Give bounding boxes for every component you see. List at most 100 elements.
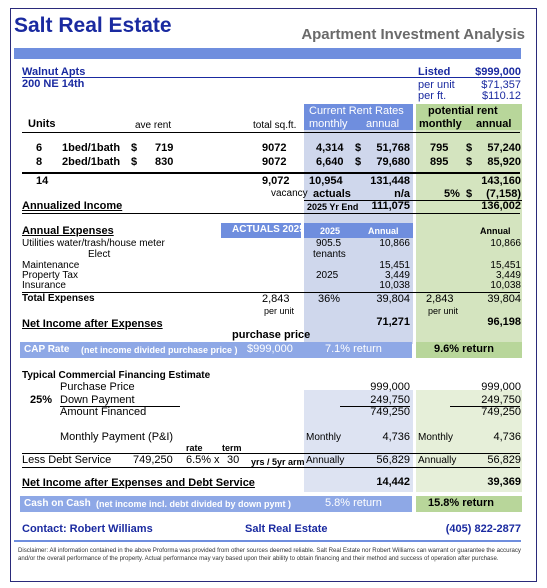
unit-ave-rent: 830 [155,156,174,168]
net-after-debt-potential: 39,369 [487,476,521,488]
debt-service-term: 30 [227,454,240,466]
total-expenses-potential: 39,804 [487,293,521,305]
monthly-column-label: Monthly [306,432,342,443]
total-expenses-per-unit: 2,843 [262,293,290,305]
expense-current: 15,451 [379,260,410,271]
vacancy-current: n/a [394,188,410,200]
unit-type: 1bed/1bath [62,142,121,154]
monthly-payment-label: Monthly Payment (P&I) [60,431,174,443]
divider [22,467,520,468]
cap-rate-band [20,342,412,358]
unit-current-monthly: 6,640 [316,156,344,168]
annually-potential-column-label: Annually [418,455,457,466]
net-income-potential: 96,198 [487,316,521,328]
expense-current: 3,449 [384,270,410,281]
monthly-payment-potential: 4,736 [493,431,521,443]
potential-per-unit-note: per unit [428,306,459,316]
monthly-payment-current: 4,736 [382,431,410,443]
down-payment-label: Down Payment [60,394,135,406]
listed-label: Listed [418,66,451,78]
expense-current: 10,038 [379,280,410,291]
total-expenses-current: 39,804 [376,293,410,305]
vacancy-pct: 5% [444,188,460,200]
purchase-price-row-label: Purchase Price [60,381,135,393]
potential-financing-column [416,390,522,492]
potential-rent-title: potential rent [428,105,498,117]
down-payment-current: 249,750 [370,394,410,406]
cap-rate-current: 7.1% return [325,343,382,355]
proforma-sheet [10,8,537,582]
property-name: Walnut Apts [22,66,86,78]
net-income-current: 71,271 [376,316,410,328]
net-income-label: Net Income after Expenses [22,318,163,330]
potential-rent-column [416,104,522,344]
unit-current-annual: 51,768 [376,142,410,154]
divider [450,406,520,407]
unit-potential-monthly: 895 [430,156,449,168]
unit-potential-annual: 57,240 [487,142,521,154]
disclaimer-line-2: and/or the overall performance of the pr… [18,555,499,562]
unit-potential-dollar: $ [466,156,473,168]
purchase-price-current: 999,000 [370,381,410,393]
listed-value: $999,000 [475,66,521,78]
divider [304,200,522,201]
expense-current-header [304,223,413,238]
cap-rate-potential: 9.6% return [434,343,494,355]
total-units: 14 [36,175,49,187]
divider [22,172,520,174]
unit-potential-annual: 85,920 [487,156,521,168]
cash-on-cash-band [20,496,412,512]
divider [340,406,410,407]
unit-current-monthly: 4,314 [316,142,344,154]
term-label: term [222,443,242,453]
per-ft-value: $110.12 [482,90,521,102]
unit-current-annual: 79,680 [376,156,410,168]
amount-financed-label: Amount Financed [60,406,147,418]
expense-potential-annual-header: Annual [480,226,511,236]
disclaimer-line-1: Disclaimer: All information contained in… [18,547,521,554]
expense-year-header: 2025 [320,226,341,236]
actuals-label: actuals [313,188,351,200]
debt-service-current: 56,829 [376,454,410,466]
vacancy-potential: (7,158) [486,188,521,200]
unit-count: 8 [36,156,43,168]
property-address: 200 NE 14th [22,78,85,90]
unit-current-dollar: $ [355,142,362,154]
per-unit-note: per unit [264,306,295,316]
divider [60,406,180,407]
total-expenses-potential-per-unit: 2,843 [426,293,454,305]
expense-label: Elect [88,249,111,260]
ave-rent-header: ave rent [135,120,172,131]
potential-rent-header [416,104,522,130]
total-potential-annual: 143,160 [481,175,521,187]
rate-label: rate [186,443,203,453]
total-sqft-header: total sq.ft. [253,120,297,131]
expense-label: Utilities water/trash/house meter [22,238,165,249]
unit-ave-rent: 719 [155,142,174,154]
cash-on-cash-potential: 15.8% return [428,497,495,509]
current-monthly-header: monthly [309,118,348,130]
cash-on-cash-potential-band [416,496,522,512]
total-sqft: 9,072 [262,175,290,187]
potential-annual-header: annual [476,118,512,130]
purchase-price-potential: 999,000 [481,381,521,393]
divider [22,292,520,293]
expense-potential: 3,449 [495,270,521,281]
current-rent-title: Current Rent Rates [309,105,404,117]
debt-service-label: Less Debt Service [22,454,112,466]
amount-financed-current: 749,250 [370,406,410,418]
annually-column-label: Annually [306,455,345,466]
financing-title: Typical Commercial Financing Estimate [22,370,211,381]
expense-label: Insurance [22,280,66,291]
contact-name: Contact: Robert Williams [22,523,153,535]
expense-potential: 10,038 [490,280,521,291]
year-end-label: 2025 Yr End [307,202,359,212]
total-expenses-label: Total Expenses [22,293,95,304]
units-header: Units [28,118,56,130]
actuals-band-label: ACTUALS 2025 [232,224,305,235]
footer-bar [14,540,521,542]
cap-rate-label: CAP Rate [24,344,70,355]
debt-service-rate: 6.5% [186,454,212,466]
vacancy-label: vacancy [271,188,308,199]
brand-title: Salt Real Estate [14,14,172,37]
